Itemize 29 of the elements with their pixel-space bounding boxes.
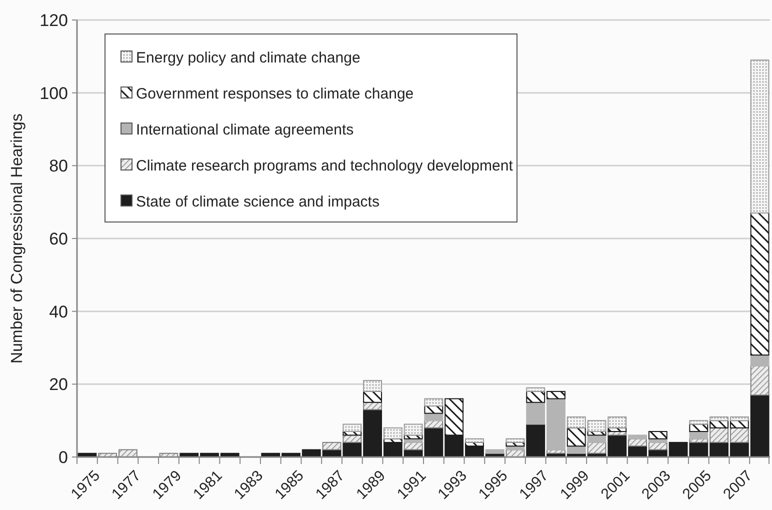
bar: [506, 438, 525, 443]
y-tick-label: 80: [49, 156, 68, 176]
bar: [689, 431, 708, 440]
legend-label: Government responses to climate change: [136, 85, 414, 102]
bar: [342, 424, 362, 432]
bar: [750, 354, 770, 366]
bar: [424, 398, 444, 407]
y-tick-label: 60: [49, 229, 68, 248]
y-tick-label: 120: [40, 10, 68, 30]
bar: [750, 365, 770, 396]
legend-label: Energy policy and climate change: [136, 49, 360, 66]
y-tick-label: 100: [40, 84, 68, 103]
bar: [750, 212, 770, 356]
bar: [363, 390, 382, 403]
bar: [526, 387, 546, 392]
bar: [424, 420, 444, 428]
y-axis-title: Number of Congressional Hearings: [9, 114, 26, 364]
bar: [628, 434, 647, 440]
legend-label: State of climate science and impacts: [136, 193, 380, 210]
bar: [648, 431, 668, 440]
bar: [464, 438, 484, 443]
bar: [750, 60, 770, 214]
y-tick-label: 0: [58, 448, 68, 467]
bar: [587, 442, 606, 454]
legend-label: Climate research programs and technology development: [136, 157, 514, 174]
y-tick-label: 40: [49, 302, 68, 322]
legend-label: International climate agreements: [136, 121, 354, 138]
y-tick-label: 20: [49, 375, 68, 394]
bar: [363, 380, 382, 392]
